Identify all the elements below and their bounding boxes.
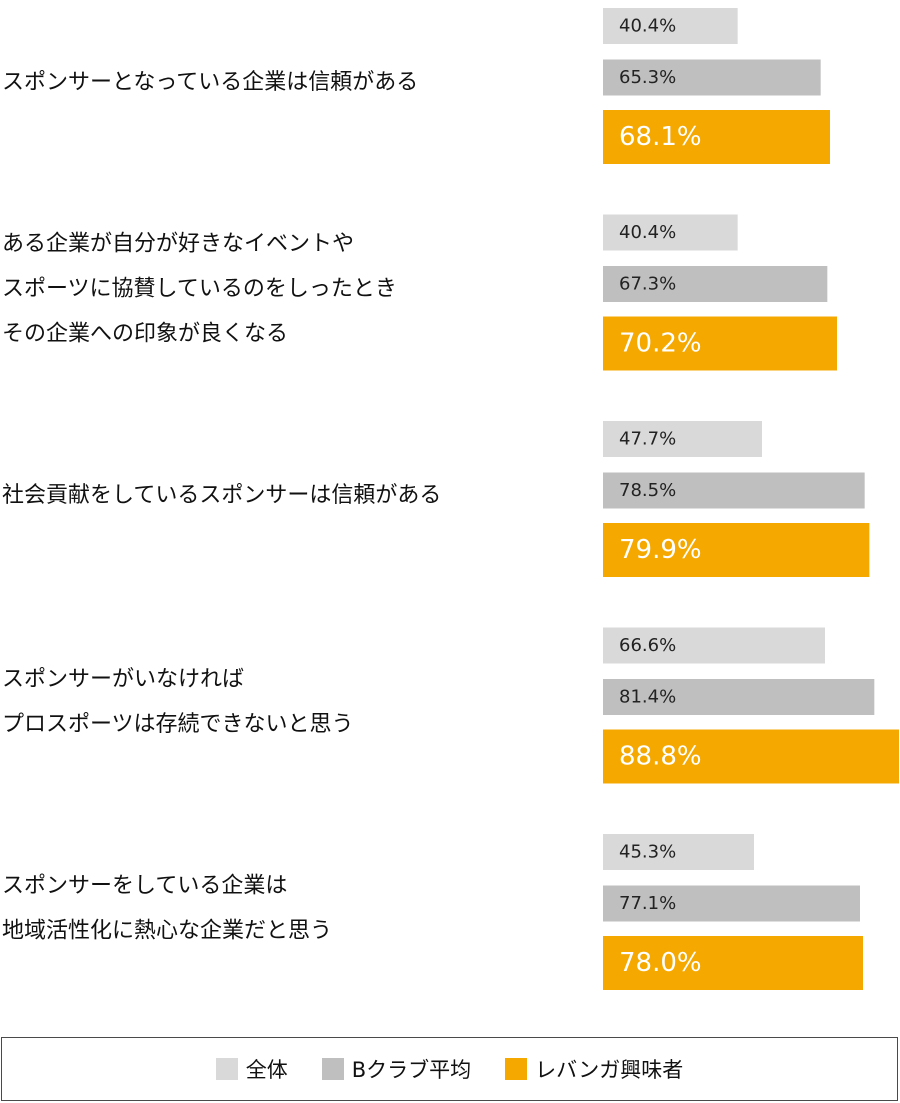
data-label-all: 66.6% [619,635,676,656]
bar-all [603,214,738,251]
bar-all [603,627,825,664]
data-label-all: 40.4% [619,222,676,243]
data-label-levanga: 78.0% [619,948,702,978]
category-label: スポンサーをしている企業は地域活性化に熱心な企業だと思う [2,874,332,944]
data-label-bclub: 81.4% [619,687,676,708]
legend-item-all: 全体 [215,1054,288,1084]
legend-label-levanga: レバンガ興味者 [535,1058,684,1082]
bar-bclub [603,472,865,509]
data-label-all: 47.7% [619,429,676,450]
data-label-bclub: 67.3% [619,274,676,295]
bar-levanga [603,523,870,577]
category-label: ある企業が自分が好きなイベントやスポーツに協賛しているのをしったときその企業への… [2,232,397,347]
data-label-bclub: 65.3% [619,67,676,88]
bar-all [603,834,754,870]
data-label-levanga: 88.8% [619,742,702,772]
category-label: スポンサーとなっている企業は信頼がある [2,70,418,95]
category-label: 社会貢献をしているスポンサーは信頼がある [2,483,441,508]
data-label-levanga: 70.2% [619,329,702,359]
legend-swatch-levanga [505,1058,528,1080]
data-label-levanga: 68.1% [619,122,702,152]
bar-bclub [603,885,860,922]
bar-all [603,421,762,457]
legend-item-levanga: レバンガ興味者 [505,1054,683,1084]
bar-levanga [603,316,837,371]
legend-label-bclub: Bクラブ平均 [351,1058,472,1082]
legend-label-all: 全体 [245,1058,288,1082]
bar-all [603,8,738,44]
bar-levanga [603,110,830,164]
legend-swatch-all [215,1058,238,1080]
data-label-all: 40.4% [619,16,676,37]
legend: 全体 Bクラブ平均 レバンガ興味者 [1,1037,898,1101]
bar-bclub [603,59,821,96]
data-label-bclub: 77.1% [619,893,676,914]
data-label-levanga: 79.9% [619,535,702,565]
category-label: スポンサーがいなければプロスポーツは存続できないと思う [2,667,354,737]
data-label-all: 45.3% [619,842,676,863]
bar-levanga [603,729,899,784]
legend-swatch-bclub [321,1058,344,1080]
legend-item-bclub: Bクラブ平均 [321,1054,472,1084]
data-label-bclub: 78.5% [619,480,676,501]
bar-chart: スポンサーとなっている企業は信頼がある 40.4% 65.3% 68.1% ある企業が自… [2,8,899,990]
bar-levanga [603,936,863,990]
bar-bclub [603,679,875,715]
bar-bclub [603,266,828,302]
